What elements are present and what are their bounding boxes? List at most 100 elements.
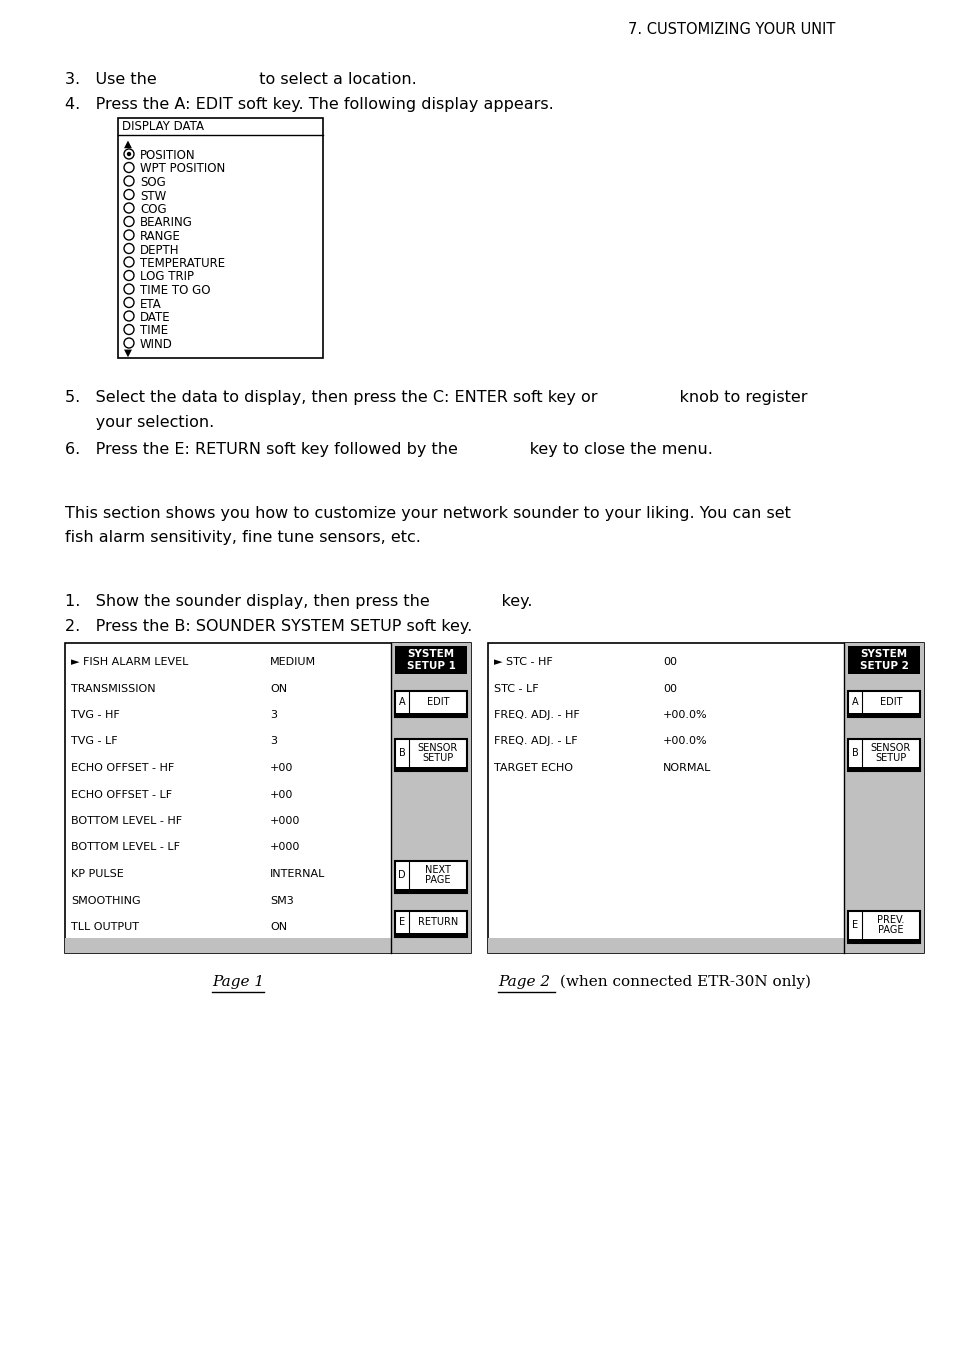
Text: RETURN: RETURN — [417, 917, 457, 927]
Text: WIND: WIND — [140, 338, 172, 351]
Text: SYSTEM
SETUP 1: SYSTEM SETUP 1 — [406, 650, 455, 671]
Text: 3: 3 — [270, 736, 276, 747]
Text: TVG - HF: TVG - HF — [71, 711, 120, 720]
Text: EDIT: EDIT — [426, 697, 449, 707]
Text: +00.0%: +00.0% — [662, 711, 707, 720]
Text: BOTTOM LEVEL - LF: BOTTOM LEVEL - LF — [71, 843, 180, 852]
Text: B: B — [398, 748, 405, 758]
Text: DATE: DATE — [140, 311, 171, 324]
Text: SOG: SOG — [140, 176, 166, 189]
Text: 6.   Press the E: RETURN soft key followed by the              key to close the : 6. Press the E: RETURN soft key followed… — [65, 442, 712, 457]
Text: This section shows you how to customize your network sounder to your liking. You: This section shows you how to customize … — [65, 507, 790, 521]
Text: 2.   Press the B: SOUNDER SYSTEM SETUP soft key.: 2. Press the B: SOUNDER SYSTEM SETUP sof… — [65, 619, 472, 634]
Text: ETA: ETA — [140, 297, 162, 311]
Text: ON: ON — [270, 921, 287, 932]
Text: E: E — [398, 917, 405, 927]
Text: INTERNAL: INTERNAL — [270, 869, 325, 880]
Text: ▲: ▲ — [124, 139, 132, 149]
Text: 7. CUSTOMIZING YOUR UNIT: 7. CUSTOMIZING YOUR UNIT — [627, 22, 835, 36]
Bar — [65, 643, 471, 952]
Bar — [395, 767, 467, 771]
Text: SMOOTHING: SMOOTHING — [71, 896, 140, 905]
Text: DEPTH: DEPTH — [140, 243, 179, 257]
Text: COG: COG — [140, 203, 167, 216]
Bar — [395, 690, 467, 717]
Text: SENSOR
SETUP: SENSOR SETUP — [417, 743, 457, 763]
Bar — [391, 643, 471, 952]
Text: 1.   Show the sounder display, then press the              key.: 1. Show the sounder display, then press … — [65, 594, 532, 609]
Text: 4.   Press the A: EDIT soft key. The following display appears.: 4. Press the A: EDIT soft key. The follo… — [65, 97, 553, 112]
Bar — [488, 938, 843, 952]
Text: your selection.: your selection. — [65, 415, 214, 430]
Bar — [65, 938, 391, 952]
Text: Page 1: Page 1 — [212, 975, 264, 989]
Text: ► STC - HF: ► STC - HF — [494, 657, 552, 667]
Text: TIME TO GO: TIME TO GO — [140, 284, 211, 297]
Text: 00: 00 — [662, 657, 677, 667]
Text: FREQ. ADJ. - HF: FREQ. ADJ. - HF — [494, 711, 579, 720]
Text: A: A — [398, 697, 405, 707]
Text: DISPLAY DATA: DISPLAY DATA — [122, 120, 204, 132]
Text: 5.   Select the data to display, then press the C: ENTER soft key or            : 5. Select the data to display, then pres… — [65, 390, 806, 405]
Text: STC - LF: STC - LF — [494, 684, 538, 693]
Bar — [395, 911, 467, 938]
Text: PREV.
PAGE: PREV. PAGE — [877, 915, 903, 935]
Text: EDIT: EDIT — [879, 697, 902, 707]
Bar — [118, 118, 323, 358]
Text: LOG TRIP: LOG TRIP — [140, 270, 193, 284]
Bar — [488, 643, 923, 952]
Text: TARGET ECHO: TARGET ECHO — [494, 763, 573, 773]
Text: ▼: ▼ — [124, 349, 132, 358]
Bar — [847, 767, 919, 771]
Text: +00.0%: +00.0% — [662, 736, 707, 747]
Text: TRANSMISSION: TRANSMISSION — [71, 684, 155, 693]
Bar — [847, 646, 919, 674]
Text: SYSTEM
SETUP 2: SYSTEM SETUP 2 — [859, 650, 907, 671]
Circle shape — [128, 153, 131, 155]
Text: 3.   Use the                    to select a location.: 3. Use the to select a location. — [65, 72, 416, 86]
Text: WPT POSITION: WPT POSITION — [140, 162, 225, 176]
Text: SM3: SM3 — [270, 896, 294, 905]
Bar — [847, 939, 919, 943]
Bar — [395, 739, 467, 771]
Text: fish alarm sensitivity, fine tune sensors, etc.: fish alarm sensitivity, fine tune sensor… — [65, 530, 420, 544]
Text: (when connected ETR-30N only): (when connected ETR-30N only) — [555, 975, 810, 989]
Bar — [395, 646, 467, 674]
Bar — [847, 713, 919, 717]
Text: ECHO OFFSET - HF: ECHO OFFSET - HF — [71, 763, 174, 773]
Bar — [395, 934, 467, 938]
Bar — [395, 713, 467, 717]
Text: NORMAL: NORMAL — [662, 763, 711, 773]
Text: RANGE: RANGE — [140, 230, 181, 243]
Text: 00: 00 — [662, 684, 677, 693]
Text: +00: +00 — [270, 763, 294, 773]
Text: Page 2: Page 2 — [497, 975, 550, 989]
Text: TEMPERATURE: TEMPERATURE — [140, 257, 225, 270]
Text: +000: +000 — [270, 816, 300, 825]
Text: +000: +000 — [270, 843, 300, 852]
Text: 3: 3 — [270, 711, 276, 720]
Text: A: A — [851, 697, 858, 707]
Text: MEDIUM: MEDIUM — [270, 657, 315, 667]
Text: BEARING: BEARING — [140, 216, 193, 230]
Text: +00: +00 — [270, 789, 294, 800]
Bar — [847, 911, 919, 943]
Text: BOTTOM LEVEL - HF: BOTTOM LEVEL - HF — [71, 816, 182, 825]
Bar — [847, 690, 919, 717]
Text: ► FISH ALARM LEVEL: ► FISH ALARM LEVEL — [71, 657, 188, 667]
Text: D: D — [397, 870, 405, 880]
Bar — [395, 861, 467, 893]
Text: TIME: TIME — [140, 324, 168, 338]
Text: POSITION: POSITION — [140, 149, 195, 162]
Text: TVG - LF: TVG - LF — [71, 736, 117, 747]
Bar — [847, 739, 919, 771]
Text: ECHO OFFSET - LF: ECHO OFFSET - LF — [71, 789, 172, 800]
Text: STW: STW — [140, 189, 166, 203]
Text: E: E — [851, 920, 857, 929]
Text: FREQ. ADJ. - LF: FREQ. ADJ. - LF — [494, 736, 577, 747]
Text: KP PULSE: KP PULSE — [71, 869, 124, 880]
Text: TLL OUTPUT: TLL OUTPUT — [71, 921, 139, 932]
Text: B: B — [851, 748, 858, 758]
Text: SENSOR
SETUP: SENSOR SETUP — [870, 743, 910, 763]
Bar — [843, 643, 923, 952]
